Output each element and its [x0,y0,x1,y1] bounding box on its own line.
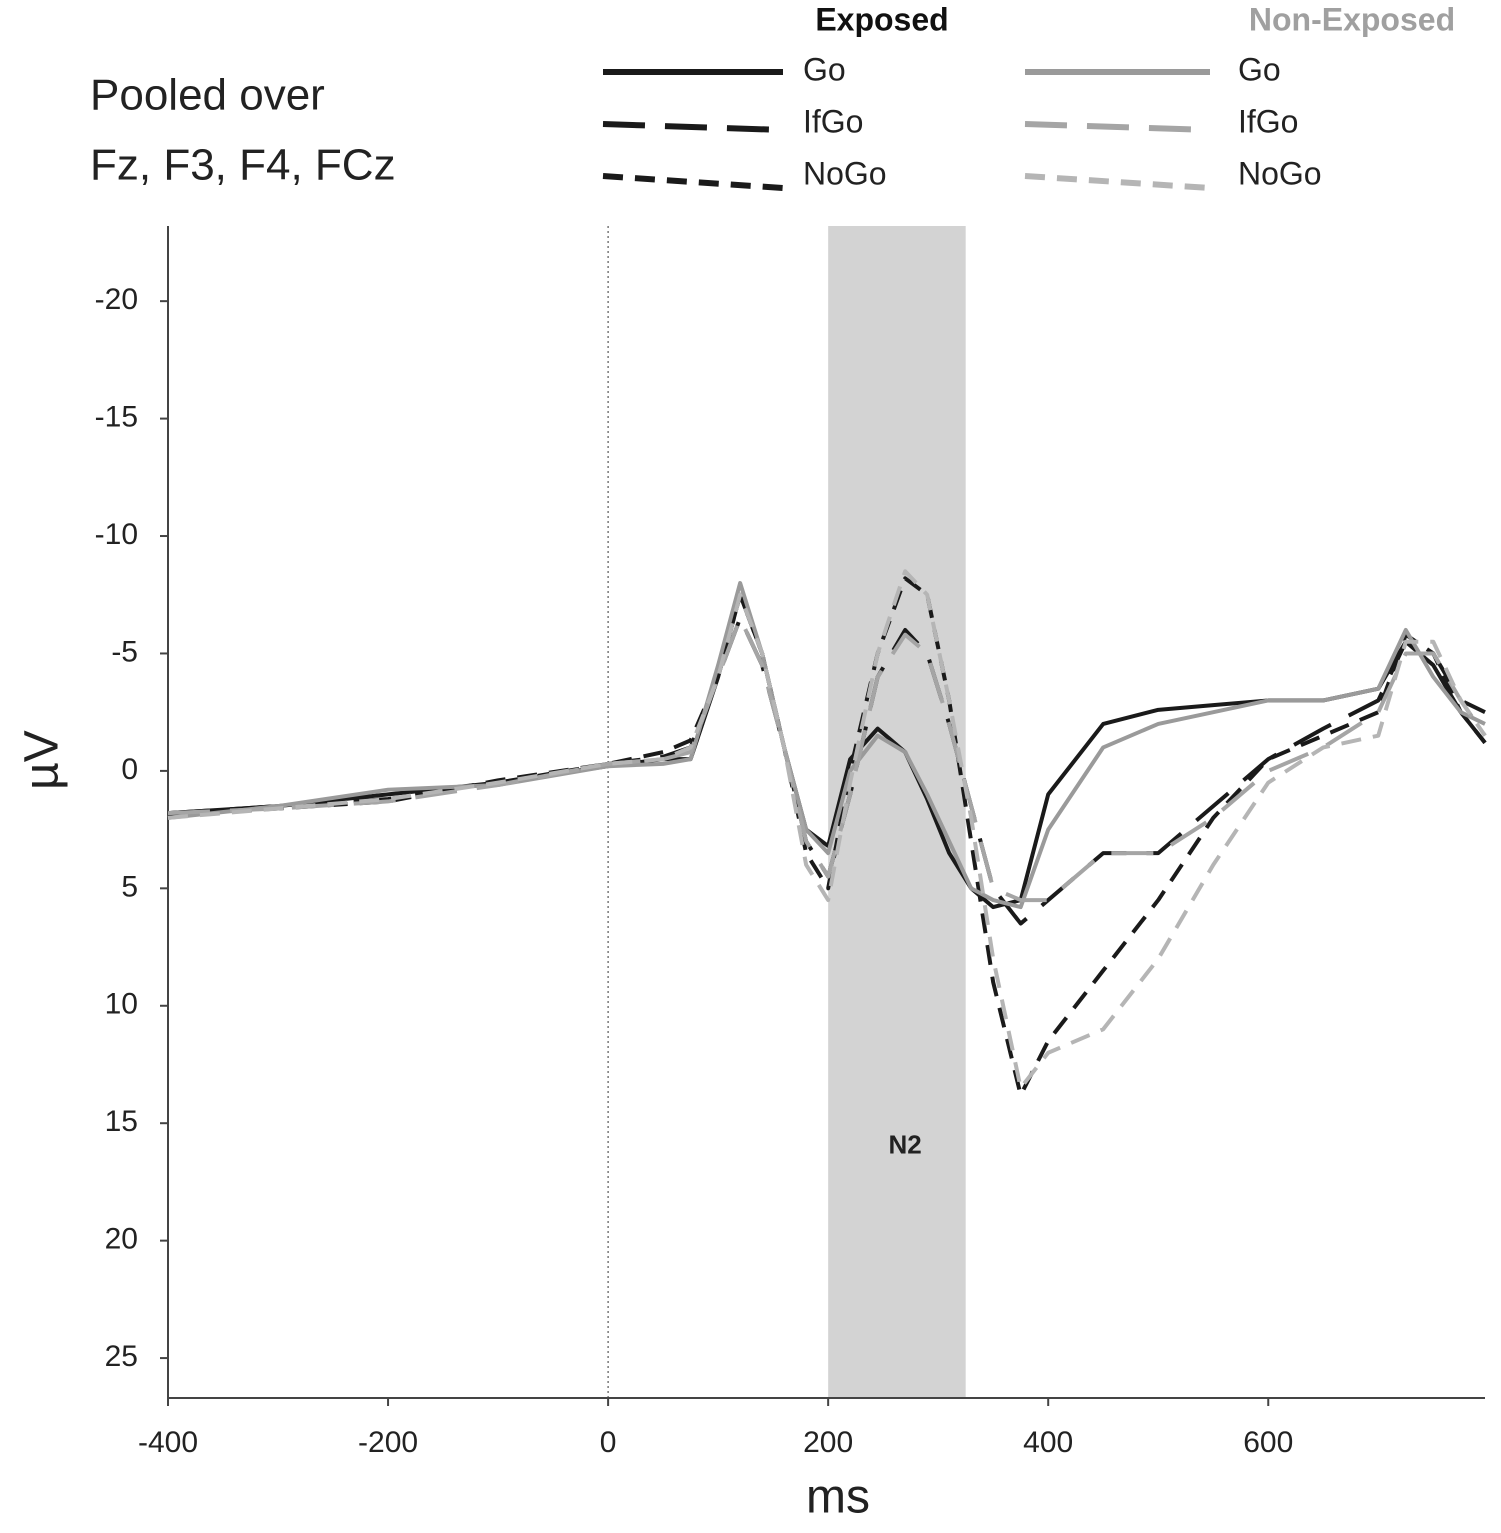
x-tick-label: 400 [1023,1426,1073,1459]
y-axis-label: µV [16,730,69,790]
x-tick-label: 0 [600,1426,617,1459]
legend-swatch [602,121,784,133]
series-line [167,569,1487,1090]
x-axis-label: ms [806,1471,870,1524]
legend-swatch [1024,173,1211,191]
y-tick-label: 25 [105,1340,138,1373]
series-line [167,576,1487,1098]
n2-window [828,226,966,1398]
y-tick-label: 10 [105,988,138,1021]
annotation: N2 [889,1130,922,1160]
y-tick-label: -5 [111,635,138,668]
series-line [167,616,1487,903]
y-tick-label: 15 [105,1105,138,1138]
x-tick-label: -200 [358,1426,418,1459]
legend-label: IfGo [1238,103,1298,139]
legend-label: Go [803,51,846,87]
legend-title: Exposed [815,1,948,37]
legend-label: Go [1238,51,1281,87]
legend-label: NoGo [803,155,887,191]
y-tick-label: -10 [95,518,138,551]
chart-title: Pooled over [90,71,325,120]
series-line [167,581,1486,910]
chart-title: Fz, F3, F4, FCz [90,141,396,190]
y-tick-label: 5 [121,870,138,903]
y-tick-label: 0 [121,753,138,786]
legend-label: NoGo [1238,155,1322,191]
y-tick-label: 20 [105,1223,138,1256]
x-tick-label: -400 [138,1426,198,1459]
legend-title: Non-Exposed [1249,1,1455,37]
legend-label: IfGo [803,103,863,139]
y-tick-label: -20 [95,283,138,316]
legend-swatch [1024,121,1211,133]
y-tick-label: -15 [95,401,138,434]
legend-swatch [602,173,784,191]
x-tick-label: 600 [1243,1426,1293,1459]
x-tick-label: 200 [803,1426,853,1459]
